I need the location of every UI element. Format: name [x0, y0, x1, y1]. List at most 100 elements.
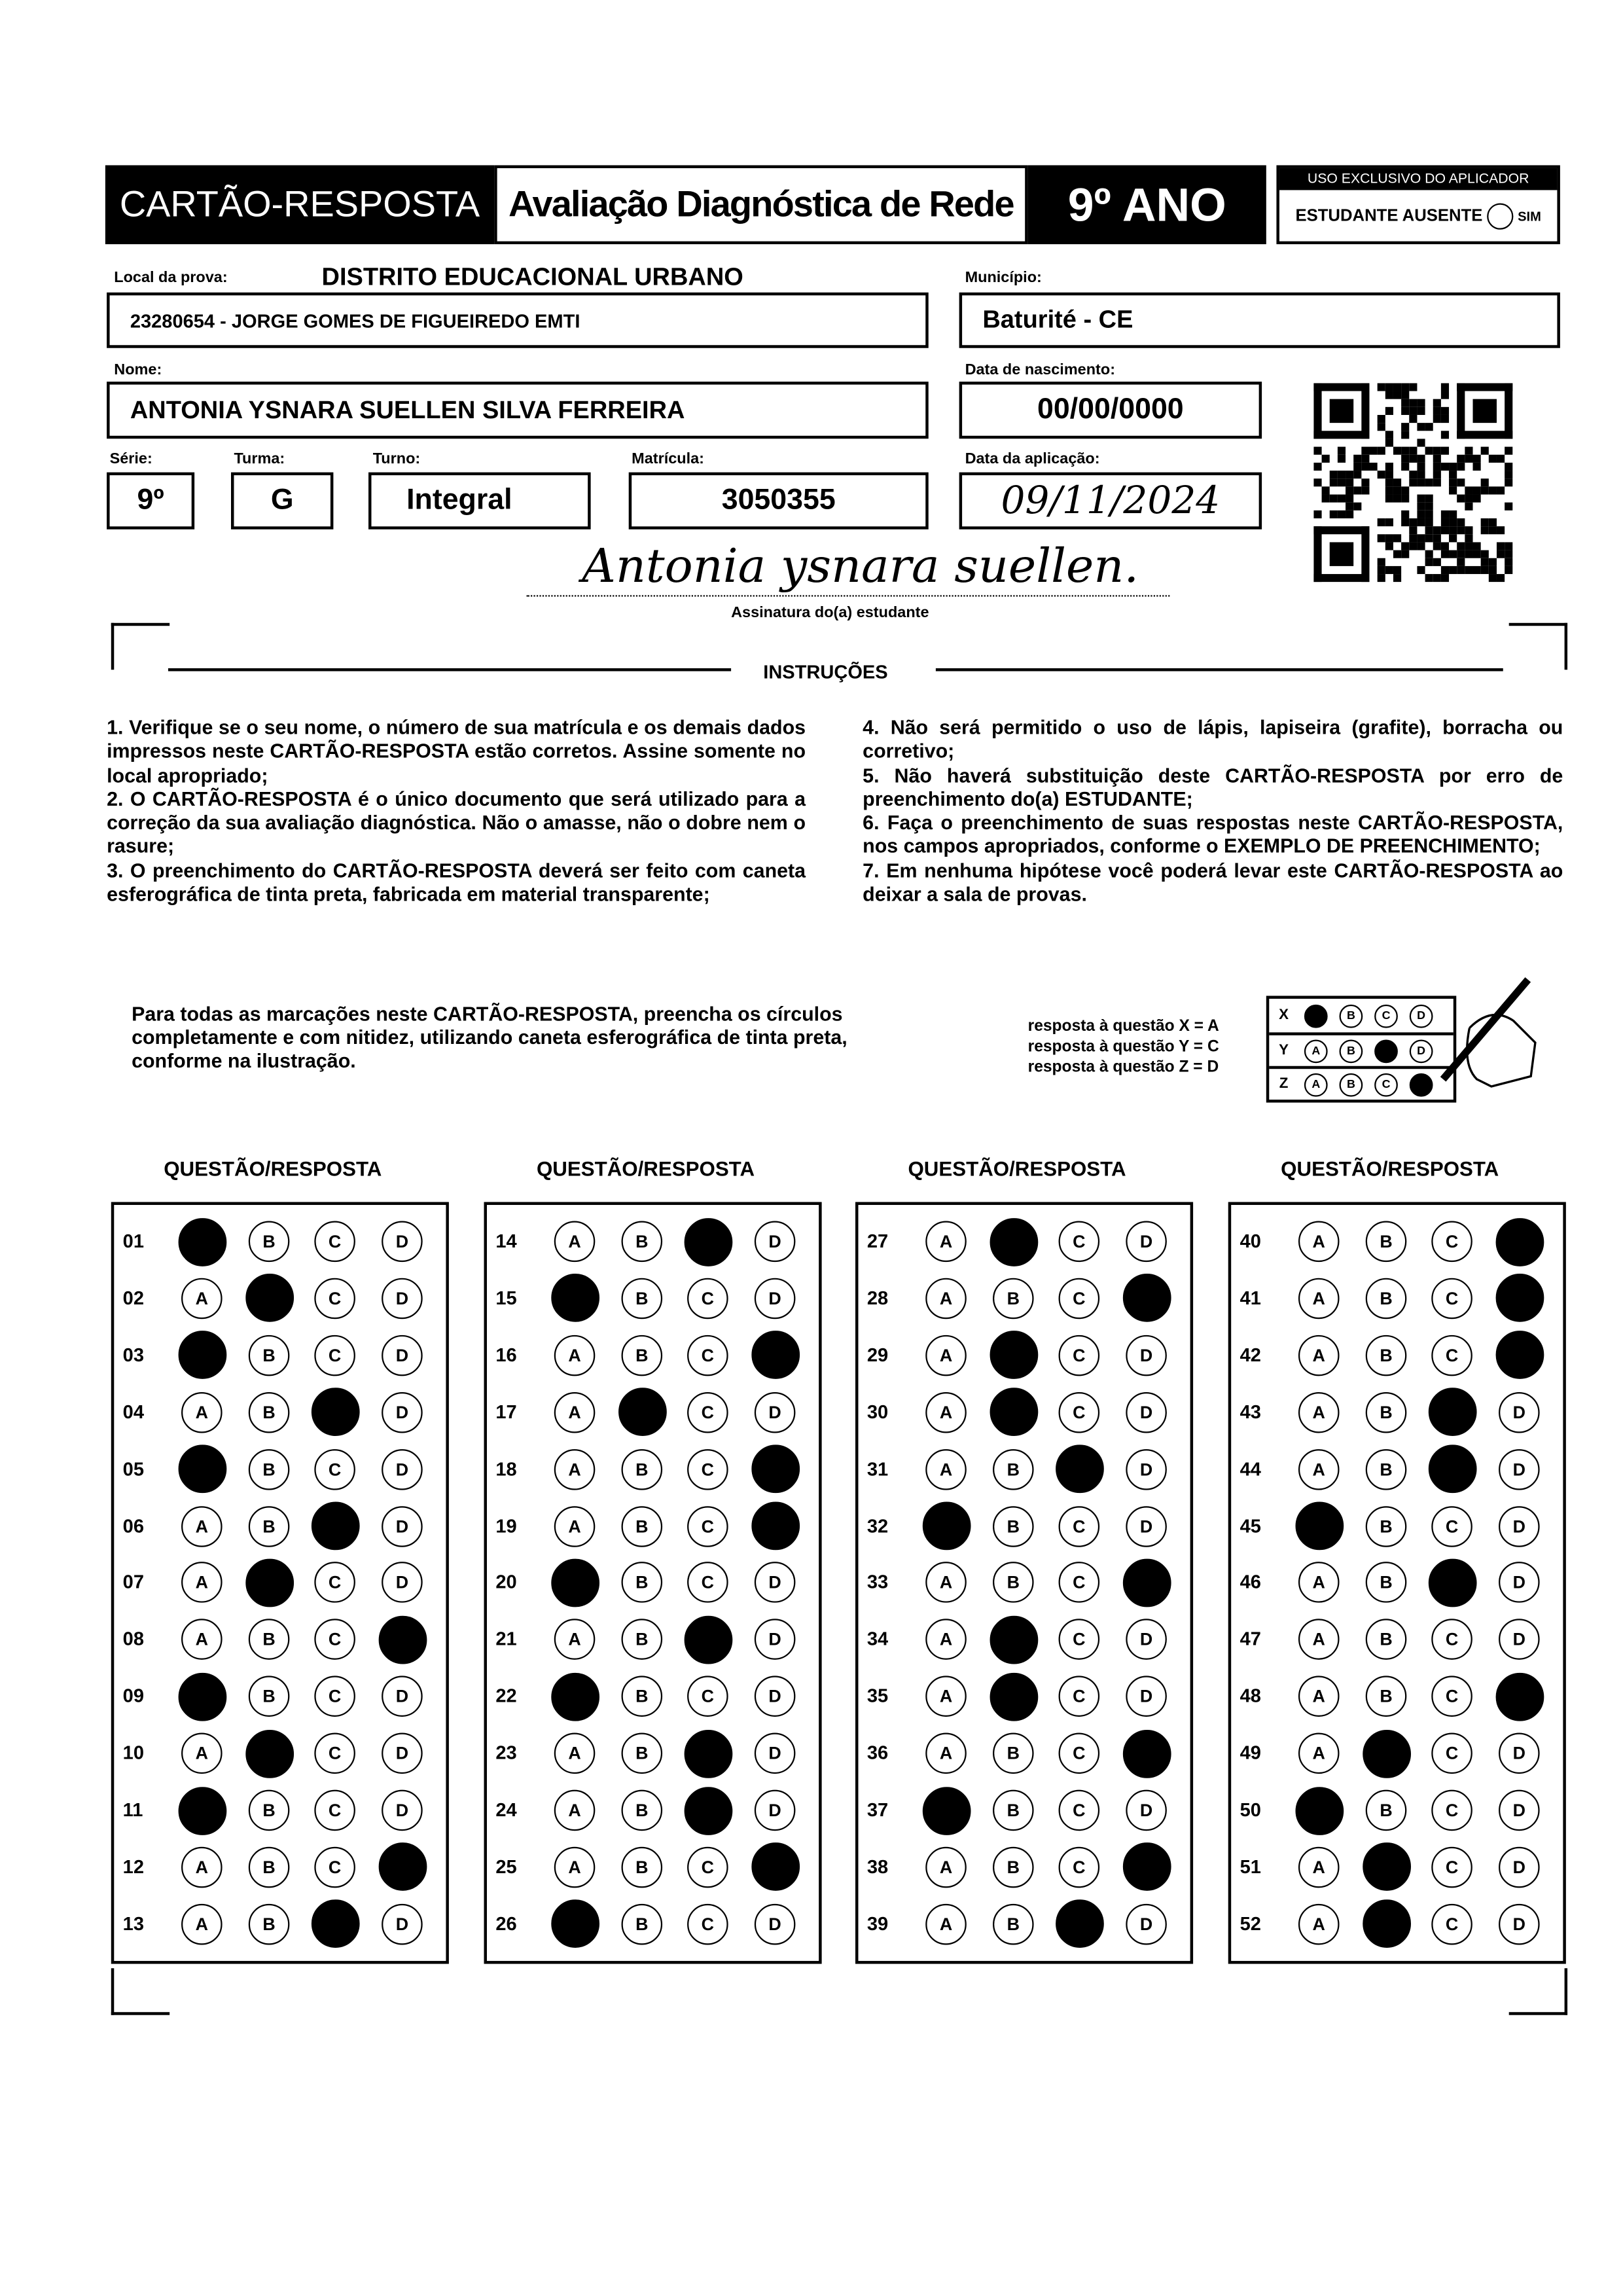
bubble-q16-d[interactable]	[751, 1331, 799, 1380]
bubble-q33-c[interactable]: C	[1058, 1562, 1100, 1604]
bubble-q43-b[interactable]: B	[1365, 1391, 1407, 1433]
bubble-q30-d[interactable]: D	[1126, 1391, 1167, 1433]
bubble-q25-c[interactable]: C	[687, 1846, 728, 1888]
bubble-q33-a[interactable]: A	[925, 1562, 967, 1604]
bubble-q49-c[interactable]: C	[1431, 1732, 1472, 1774]
bubble-q42-a[interactable]: A	[1298, 1335, 1340, 1376]
bubble-q51-c[interactable]: C	[1431, 1846, 1472, 1888]
bubble-q31-b[interactable]: B	[993, 1448, 1034, 1490]
bubble-q47-b[interactable]: B	[1365, 1619, 1407, 1660]
bubble-q22-a[interactable]	[550, 1672, 599, 1721]
bubble-q18-d[interactable]	[751, 1444, 799, 1494]
bubble-q09-a[interactable]	[177, 1672, 226, 1721]
bubble-q06-a[interactable]: A	[181, 1505, 223, 1547]
bubble-q13-c[interactable]	[310, 1899, 359, 1948]
bubble-q48-c[interactable]: C	[1431, 1676, 1472, 1717]
bubble-q10-d[interactable]: D	[382, 1732, 423, 1774]
bubble-q01-b[interactable]: B	[248, 1221, 290, 1263]
bubble-q44-b[interactable]: B	[1365, 1448, 1407, 1490]
bubble-q02-b[interactable]	[245, 1274, 293, 1323]
bubble-q34-d[interactable]: D	[1126, 1619, 1167, 1660]
bubble-q05-a[interactable]	[177, 1444, 226, 1494]
bubble-q30-b[interactable]	[989, 1388, 1038, 1437]
bubble-q24-d[interactable]: D	[754, 1789, 796, 1831]
bubble-q19-b[interactable]: B	[621, 1505, 663, 1547]
bubble-q45-d[interactable]: D	[1499, 1505, 1540, 1547]
bubble-q35-c[interactable]: C	[1058, 1676, 1100, 1717]
bubble-q36-a[interactable]: A	[925, 1732, 967, 1774]
bubble-q25-a[interactable]: A	[554, 1846, 596, 1888]
bubble-q06-d[interactable]: D	[382, 1505, 423, 1547]
bubble-q07-d[interactable]: D	[382, 1562, 423, 1604]
bubble-q01-c[interactable]: C	[314, 1221, 355, 1263]
bubble-q43-a[interactable]: A	[1298, 1391, 1340, 1433]
bubble-q50-c[interactable]: C	[1431, 1789, 1472, 1831]
bubble-q23-a[interactable]: A	[554, 1732, 596, 1774]
bubble-q02-a[interactable]: A	[181, 1278, 223, 1319]
bubble-q08-b[interactable]: B	[248, 1619, 290, 1660]
bubble-q45-b[interactable]: B	[1365, 1505, 1407, 1547]
bubble-q17-c[interactable]: C	[687, 1391, 728, 1433]
bubble-q36-c[interactable]: C	[1058, 1732, 1100, 1774]
bubble-q11-b[interactable]: B	[248, 1789, 290, 1831]
bubble-q49-b[interactable]	[1362, 1729, 1410, 1778]
bubble-q12-b[interactable]: B	[248, 1846, 290, 1888]
bubble-q01-d[interactable]: D	[382, 1221, 423, 1263]
bubble-q08-d[interactable]	[378, 1615, 427, 1664]
bubble-q47-c[interactable]: C	[1431, 1619, 1472, 1660]
bubble-q43-c[interactable]	[1427, 1388, 1476, 1437]
bubble-q03-d[interactable]: D	[382, 1335, 423, 1376]
bubble-q52-d[interactable]: D	[1499, 1903, 1540, 1945]
bubble-q14-c[interactable]	[683, 1217, 732, 1266]
bubble-q40-b[interactable]: B	[1365, 1221, 1407, 1263]
bubble-q52-c[interactable]: C	[1431, 1903, 1472, 1945]
bubble-q20-b[interactable]: B	[621, 1562, 663, 1604]
bubble-q12-a[interactable]: A	[181, 1846, 223, 1888]
bubble-q15-a[interactable]	[550, 1274, 599, 1323]
bubble-q28-a[interactable]: A	[925, 1278, 967, 1319]
bubble-q52-b[interactable]	[1362, 1899, 1410, 1948]
bubble-q32-a[interactable]	[921, 1501, 971, 1551]
bubble-q21-b[interactable]: B	[621, 1619, 663, 1660]
bubble-q39-c[interactable]	[1054, 1899, 1103, 1948]
bubble-q20-c[interactable]: C	[687, 1562, 728, 1604]
bubble-q38-c[interactable]: C	[1058, 1846, 1100, 1888]
bubble-q42-d[interactable]	[1495, 1331, 1544, 1380]
bubble-q17-a[interactable]: A	[554, 1391, 596, 1433]
bubble-q29-a[interactable]: A	[925, 1335, 967, 1376]
bubble-q40-a[interactable]: A	[1298, 1221, 1340, 1263]
bubble-q26-b[interactable]: B	[621, 1903, 663, 1945]
bubble-q46-a[interactable]: A	[1298, 1562, 1340, 1604]
bubble-q09-b[interactable]: B	[248, 1676, 290, 1717]
bubble-q49-d[interactable]: D	[1499, 1732, 1540, 1774]
bubble-q32-c[interactable]: C	[1058, 1505, 1100, 1547]
bubble-q10-c[interactable]: C	[314, 1732, 355, 1774]
bubble-q15-c[interactable]: C	[687, 1278, 728, 1319]
bubble-q16-a[interactable]: A	[554, 1335, 596, 1376]
bubble-q44-d[interactable]: D	[1499, 1448, 1540, 1490]
bubble-q51-d[interactable]: D	[1499, 1846, 1540, 1888]
bubble-q22-d[interactable]: D	[754, 1676, 796, 1717]
bubble-q32-d[interactable]: D	[1126, 1505, 1167, 1547]
bubble-q19-a[interactable]: A	[554, 1505, 596, 1547]
bubble-q39-d[interactable]: D	[1126, 1903, 1167, 1945]
bubble-q19-d[interactable]	[751, 1501, 799, 1551]
bubble-q28-d[interactable]	[1122, 1274, 1171, 1323]
bubble-q34-a[interactable]: A	[925, 1619, 967, 1660]
bubble-q06-b[interactable]: B	[248, 1505, 290, 1547]
bubble-q33-d[interactable]	[1122, 1558, 1171, 1607]
bubble-q27-d[interactable]: D	[1126, 1221, 1167, 1263]
bubble-q39-b[interactable]: B	[993, 1903, 1034, 1945]
bubble-q50-a[interactable]	[1294, 1786, 1344, 1835]
bubble-q32-b[interactable]: B	[993, 1505, 1034, 1547]
bubble-q07-a[interactable]: A	[181, 1562, 223, 1604]
bubble-q35-d[interactable]: D	[1126, 1676, 1167, 1717]
bubble-q03-b[interactable]: B	[248, 1335, 290, 1376]
bubble-q50-b[interactable]: B	[1365, 1789, 1407, 1831]
bubble-q26-d[interactable]: D	[754, 1903, 796, 1945]
bubble-q30-a[interactable]: A	[925, 1391, 967, 1433]
bubble-q50-d[interactable]: D	[1499, 1789, 1540, 1831]
bubble-q36-b[interactable]: B	[993, 1732, 1034, 1774]
bubble-q11-a[interactable]	[177, 1786, 226, 1835]
bubble-q41-d[interactable]	[1495, 1274, 1544, 1323]
